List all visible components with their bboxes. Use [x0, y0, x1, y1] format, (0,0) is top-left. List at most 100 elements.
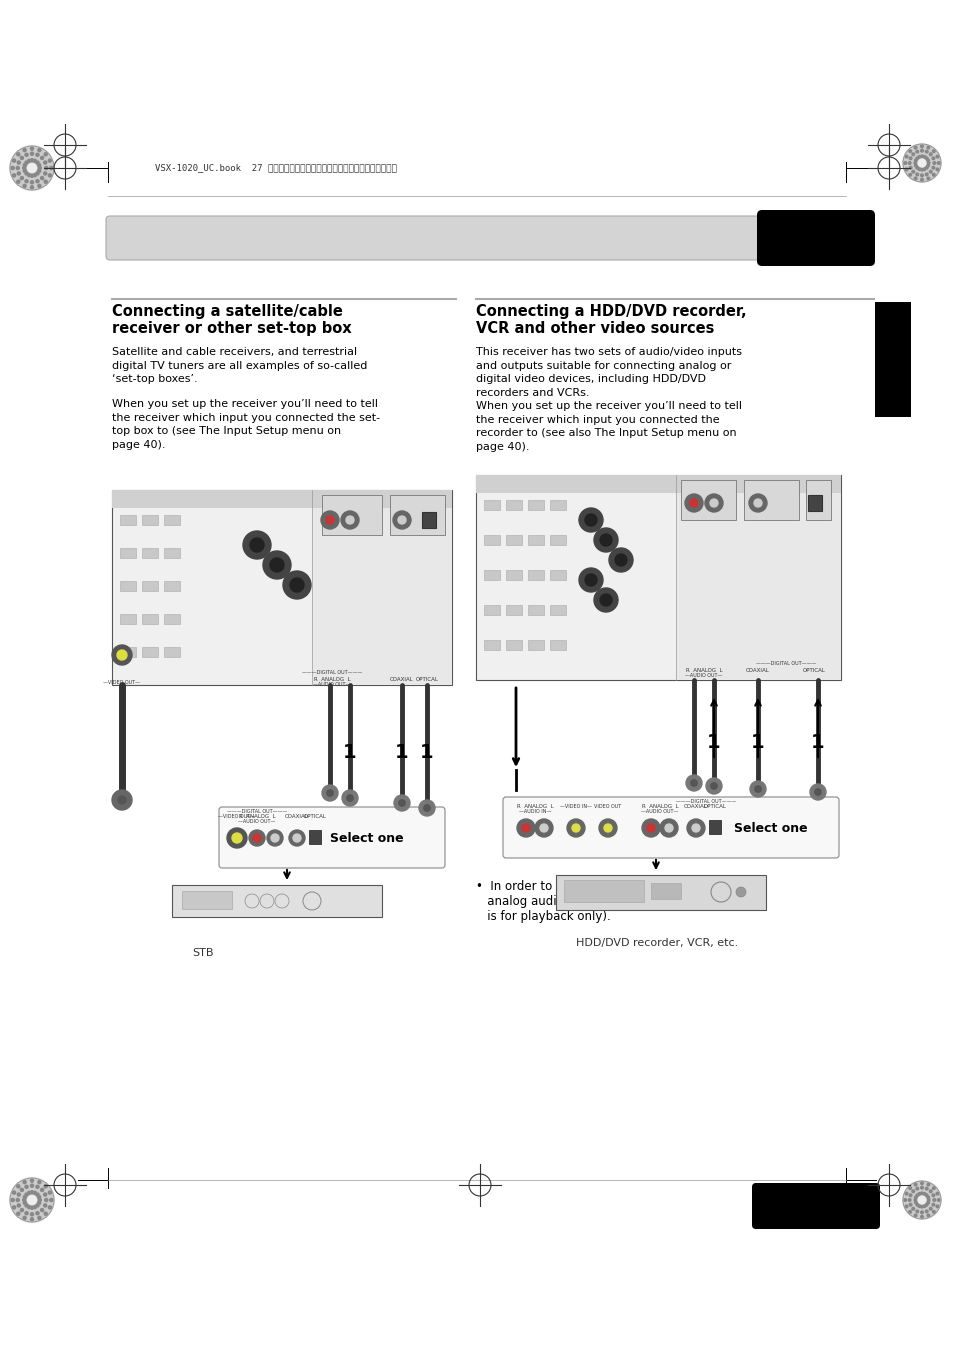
Bar	[708, 819, 720, 834]
Bar	[142, 647, 158, 657]
Circle shape	[931, 157, 934, 159]
Circle shape	[915, 1193, 918, 1196]
Circle shape	[914, 1202, 916, 1204]
Circle shape	[12, 174, 15, 177]
Circle shape	[41, 157, 44, 159]
Text: COAXIAL: COAXIAL	[683, 805, 707, 809]
Circle shape	[911, 1207, 914, 1210]
Circle shape	[517, 819, 535, 837]
Circle shape	[28, 1206, 30, 1208]
Circle shape	[418, 801, 435, 815]
Circle shape	[36, 1212, 39, 1215]
Circle shape	[41, 1208, 44, 1212]
Circle shape	[902, 144, 940, 182]
Circle shape	[913, 1214, 916, 1216]
Circle shape	[12, 1206, 15, 1210]
Bar	[164, 614, 180, 624]
Bar	[120, 647, 136, 657]
Circle shape	[44, 161, 47, 165]
Bar	[142, 580, 158, 591]
FancyBboxPatch shape	[112, 490, 452, 508]
Text: COAXIAL: COAXIAL	[745, 668, 769, 674]
Text: Satellite and cable receivers, and terrestrial
digital TV tuners are all example: Satellite and cable receivers, and terre…	[112, 347, 367, 385]
Circle shape	[36, 161, 39, 165]
Circle shape	[749, 782, 765, 796]
Circle shape	[37, 1202, 41, 1204]
Circle shape	[322, 784, 337, 801]
Circle shape	[17, 1193, 20, 1196]
Circle shape	[809, 784, 825, 801]
Text: —VIDEO OUT—: —VIDEO OUT—	[103, 680, 140, 684]
Bar	[164, 548, 180, 558]
Text: —AUDIO OUT—: —AUDIO OUT—	[640, 809, 678, 814]
Circle shape	[28, 174, 30, 177]
Circle shape	[30, 159, 33, 162]
Circle shape	[920, 1192, 923, 1195]
FancyBboxPatch shape	[743, 481, 799, 520]
Text: is for playback only).: is for playback only).	[476, 910, 610, 923]
Circle shape	[924, 1193, 927, 1196]
Text: 1: 1	[343, 744, 356, 763]
Circle shape	[926, 1196, 928, 1199]
Circle shape	[11, 166, 14, 170]
Circle shape	[690, 780, 697, 786]
Circle shape	[615, 554, 626, 566]
Circle shape	[521, 824, 530, 832]
Text: —VIDEO OUT—: —VIDEO OUT—	[218, 814, 255, 819]
Bar	[421, 512, 436, 528]
Circle shape	[23, 163, 27, 166]
FancyBboxPatch shape	[390, 495, 444, 535]
Text: When you set up the receiver you’ll need to tell
the receiver which input you co: When you set up the receiver you’ll need…	[112, 400, 379, 450]
Text: Select one: Select one	[330, 832, 403, 845]
Circle shape	[30, 1218, 33, 1220]
Circle shape	[814, 788, 821, 795]
Text: 1: 1	[419, 744, 434, 763]
FancyBboxPatch shape	[476, 475, 841, 680]
Text: En: En	[840, 1206, 854, 1215]
Circle shape	[924, 166, 927, 169]
Circle shape	[920, 144, 923, 147]
Circle shape	[928, 170, 931, 173]
Bar	[483, 570, 499, 580]
Circle shape	[10, 1179, 54, 1222]
Circle shape	[290, 578, 304, 593]
Circle shape	[937, 162, 939, 165]
Circle shape	[320, 512, 338, 529]
Text: OPTICAL: OPTICAL	[416, 676, 438, 682]
Circle shape	[689, 500, 698, 508]
Bar	[550, 500, 565, 510]
Circle shape	[686, 819, 704, 837]
Circle shape	[232, 833, 242, 842]
Bar	[483, 605, 499, 616]
Text: •  In order to record, you must connect the: • In order to record, you must connect t…	[476, 880, 730, 892]
FancyBboxPatch shape	[676, 475, 841, 680]
Circle shape	[915, 166, 918, 169]
Circle shape	[45, 166, 48, 170]
Circle shape	[23, 1199, 26, 1202]
Circle shape	[935, 155, 938, 158]
Circle shape	[924, 1210, 927, 1212]
Circle shape	[16, 166, 19, 170]
Text: Select one: Select one	[734, 822, 807, 834]
Circle shape	[23, 185, 26, 188]
Circle shape	[49, 174, 51, 177]
Circle shape	[340, 512, 358, 529]
Circle shape	[37, 169, 41, 173]
Circle shape	[904, 155, 907, 158]
Circle shape	[263, 551, 291, 579]
Circle shape	[641, 819, 659, 837]
FancyBboxPatch shape	[219, 807, 444, 868]
Circle shape	[914, 165, 916, 167]
FancyBboxPatch shape	[751, 1183, 879, 1228]
Text: R  ANALOG  L: R ANALOG L	[314, 676, 350, 682]
FancyBboxPatch shape	[112, 490, 452, 684]
Circle shape	[44, 153, 48, 155]
Bar	[164, 514, 180, 525]
Circle shape	[20, 157, 24, 159]
Circle shape	[926, 1183, 929, 1185]
Circle shape	[423, 805, 430, 811]
Circle shape	[23, 1216, 26, 1219]
Text: —VIDEO IN—: —VIDEO IN—	[559, 805, 592, 809]
Text: VCR and other video sources: VCR and other video sources	[476, 321, 714, 336]
Circle shape	[12, 1191, 15, 1195]
